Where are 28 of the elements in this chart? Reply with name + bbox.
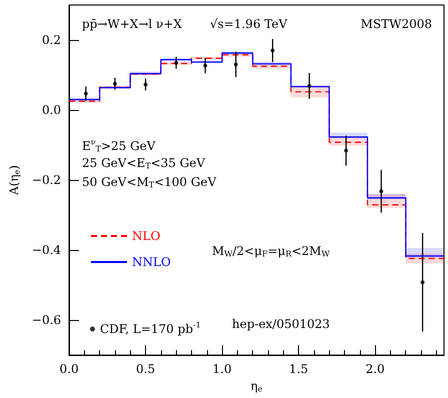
point <box>307 84 312 88</box>
x-tick-label: 1.5 <box>289 362 308 376</box>
legend-label: NNLO <box>132 255 171 269</box>
point <box>84 92 88 96</box>
y-tick-label: −0.2 <box>32 173 62 188</box>
y-tick-label: −0.4 <box>32 243 62 258</box>
y-axis-title: A(ηe) <box>7 165 22 196</box>
point <box>203 64 208 68</box>
annotation: pp̄→W+X→l ν+X <box>82 17 182 31</box>
point <box>420 280 425 284</box>
point <box>270 48 275 53</box>
point <box>144 82 148 86</box>
annotation: √s=1.96 TeV <box>210 17 288 31</box>
x-tick-label: 2.0 <box>366 362 385 376</box>
y-tick-label: 0.2 <box>42 33 62 48</box>
point <box>112 82 117 86</box>
x-tick-label: 0.0 <box>59 362 79 376</box>
point <box>379 189 384 194</box>
y-tick-label: −0.6 <box>32 313 62 328</box>
annotation: MSTW2008 <box>360 17 432 31</box>
y-tick-label: 0.0 <box>42 103 62 118</box>
x-tick-label: 0.5 <box>136 362 156 376</box>
point <box>344 148 348 153</box>
x-tick-label: 1.0 <box>212 362 232 376</box>
point <box>234 62 238 67</box>
legend-label: NLO <box>132 229 160 243</box>
point <box>174 60 178 65</box>
annotation: hep-ex/0501023 <box>232 317 330 331</box>
